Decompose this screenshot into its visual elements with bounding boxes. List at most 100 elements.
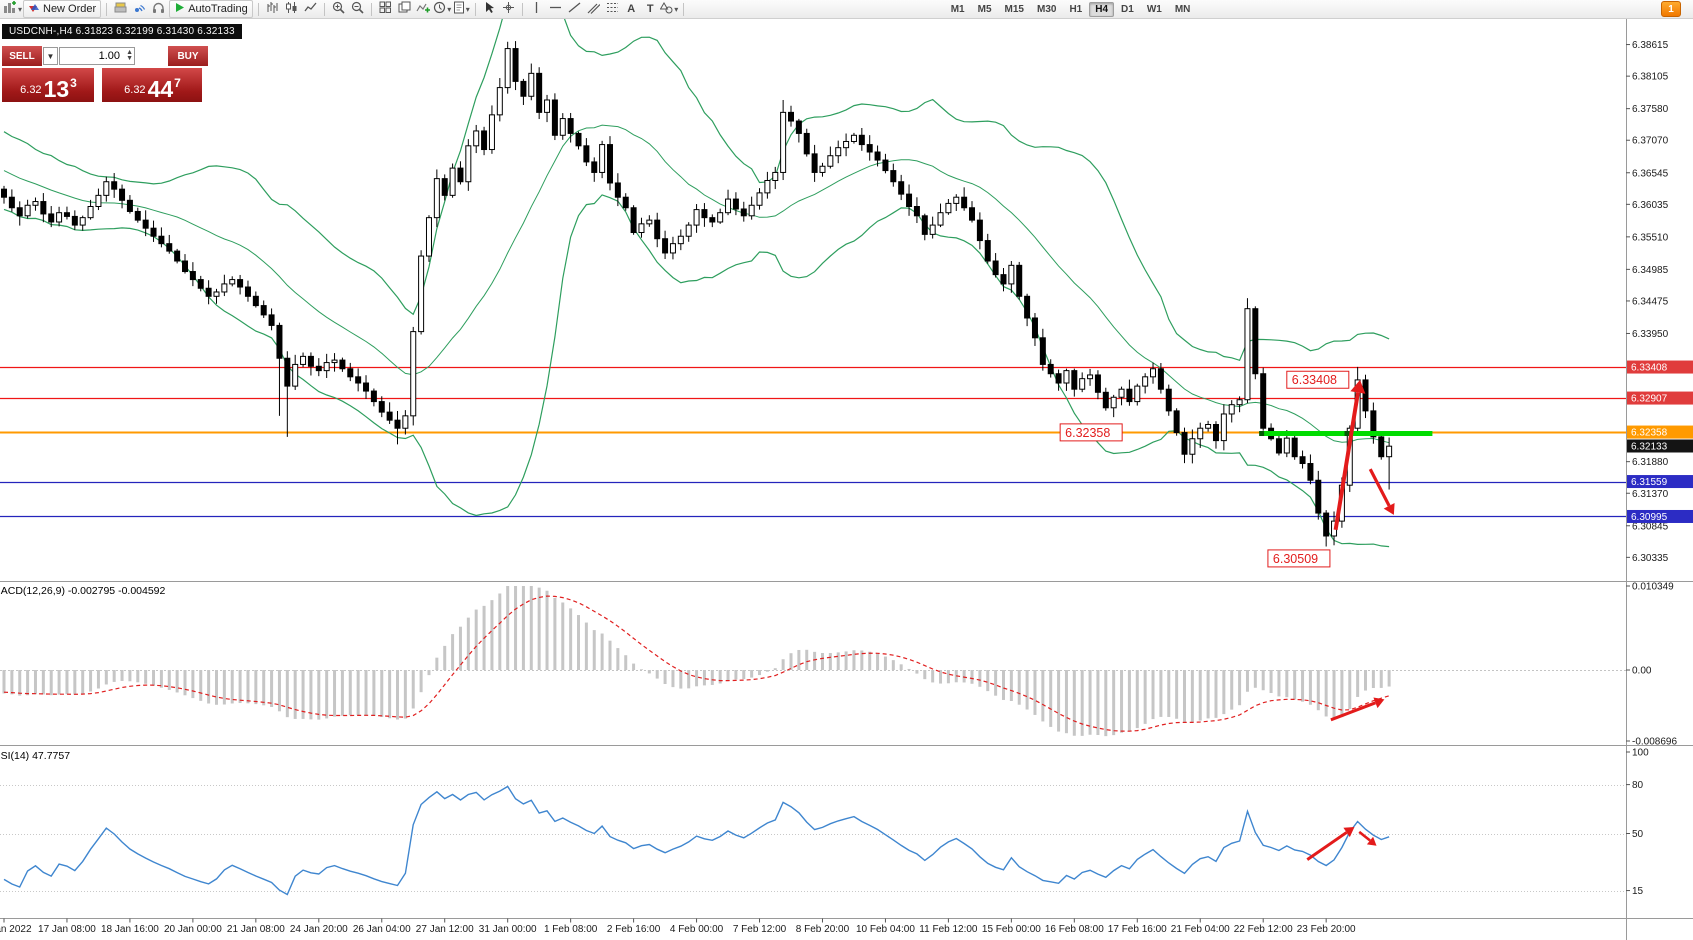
svg-text:6.38105: 6.38105: [1632, 72, 1669, 83]
signals-icon: [133, 2, 146, 17]
buy-button[interactable]: 6.32 44 7: [102, 68, 202, 102]
cascade-windows-button[interactable]: [396, 1, 413, 17]
candlestick-button[interactable]: [283, 1, 300, 17]
signals-button[interactable]: [131, 1, 148, 17]
chart-plus-icon: [3, 1, 17, 17]
new-chart-button[interactable]: ▾: [3, 1, 23, 17]
price-axis[interactable]: 6.38615 6.38105 6.37580 6.37070 6.36545 6.360…: [1626, 40, 1693, 897]
panel-borders: [0, 19, 1693, 940]
timeframe-h1[interactable]: H1: [1069, 3, 1083, 15]
new-order-button[interactable]: New Order: [23, 0, 102, 18]
rsi-indicator-label: RSI(14) 47.7757: [0, 750, 71, 762]
macd-indicator-label: MACD(12,26,9) -0.002795 -0.004592: [0, 585, 166, 597]
chevron-down-icon: ▾: [465, 4, 470, 14]
svg-text:31 Jan 00:00: 31 Jan 00:00: [479, 924, 537, 935]
shapes-icon: [659, 1, 673, 17]
channel-button[interactable]: [585, 1, 602, 17]
svg-text:6.35510: 6.35510: [1632, 232, 1669, 243]
timeframe-h4[interactable]: H4: [1089, 1, 1115, 17]
indicators-button[interactable]: [415, 1, 432, 17]
toolbar-separator: [257, 2, 259, 16]
trendline-button[interactable]: [566, 1, 583, 17]
sell-tab[interactable]: SELL: [2, 46, 42, 66]
cursor-icon: [483, 1, 495, 17]
fibonacci-button[interactable]: [604, 1, 621, 17]
time-axis[interactable]: 14 Jan 2022 17 Jan 08:00 18 Jan 16:00 20 Ja…: [0, 918, 1356, 936]
printer-icon: [114, 2, 127, 17]
svg-text:0.010349: 0.010349: [1632, 582, 1674, 593]
timeframe-mn[interactable]: MN: [1174, 3, 1191, 15]
new-order-label: New Order: [43, 3, 97, 15]
svg-text:15: 15: [1632, 886, 1644, 897]
line-chart-button[interactable]: [302, 1, 319, 17]
timeframe-m5[interactable]: M5: [977, 3, 992, 15]
svg-text:50: 50: [1632, 829, 1644, 840]
svg-text:6.32358: 6.32358: [1631, 428, 1668, 439]
stepper-up-icon[interactable]: ▲: [126, 49, 133, 56]
timeframe-m30[interactable]: M30: [1036, 3, 1057, 15]
cascade-windows-icon: [398, 1, 411, 17]
tile-windows-icon: [379, 1, 392, 17]
candlestick-icon: [285, 1, 298, 17]
vertical-line-button[interactable]: [528, 1, 545, 17]
stepper-down-icon[interactable]: ▼: [126, 55, 133, 62]
timeframe-m15[interactable]: M15: [1004, 3, 1024, 15]
horizontal-line-button[interactable]: [547, 1, 564, 17]
line-chart-icon: [304, 1, 317, 17]
cursor-button[interactable]: [481, 1, 498, 17]
svg-text:6.30995: 6.30995: [1631, 512, 1668, 523]
svg-text:0.00: 0.00: [1632, 666, 1652, 677]
svg-text:7 Feb 12:00: 7 Feb 12:00: [733, 924, 787, 935]
toolbar-spacer: [689, 9, 939, 10]
price-annotations[interactable]: 6.33408 6.32358 6.30509: [1059, 370, 1350, 568]
volume-input[interactable]: 1.00 ▲ ▼: [59, 47, 135, 65]
svg-text:17 Jan 08:00: 17 Jan 08:00: [38, 924, 96, 935]
svg-text:6.34475: 6.34475: [1632, 296, 1669, 307]
label-button[interactable]: T: [642, 1, 659, 17]
chevron-down-icon: ▾: [18, 4, 23, 14]
volume-stepper[interactable]: ▲ ▼: [126, 48, 133, 64]
toolbar-separator: [106, 2, 108, 16]
timeframe-w1[interactable]: W1: [1146, 3, 1162, 15]
timeframe-m1[interactable]: M1: [950, 3, 965, 15]
toolbar-separator: [323, 2, 325, 16]
svg-text:6.33408: 6.33408: [1631, 363, 1668, 374]
buy-tab[interactable]: BUY: [168, 46, 208, 66]
timeframe-group: M1 M5 M15 M30 H1 H4 D1 W1 MN: [945, 1, 1197, 17]
autotrading-button[interactable]: AutoTrading: [169, 0, 253, 18]
svg-text:6.31370: 6.31370: [1632, 489, 1669, 500]
volume-dropdown[interactable]: ▼: [43, 47, 58, 65]
macd-panel: [0, 586, 1626, 737]
rsi-panel: [0, 785, 1626, 896]
bar-chart-button[interactable]: [264, 1, 281, 17]
svg-text:22 Feb 12:00: 22 Feb 12:00: [1234, 924, 1293, 935]
crosshair-button[interactable]: [500, 1, 517, 17]
shapes-button[interactable]: ▾: [659, 1, 678, 17]
svg-text:6.31559: 6.31559: [1631, 477, 1668, 488]
green-trendline[interactable]: [1259, 431, 1433, 436]
print-button[interactable]: [112, 1, 129, 17]
svg-text:11 Feb 12:00: 11 Feb 12:00: [919, 924, 978, 935]
svg-text:-0.008696: -0.008696: [1632, 737, 1677, 748]
ohlc-readout: USDCNH-,H4 6.31823 6.32199 6.31430 6.321…: [2, 24, 242, 39]
toolbar-separator: [474, 2, 476, 16]
text-button[interactable]: A: [623, 1, 640, 17]
zoom-out-icon: [351, 1, 364, 17]
svg-text:18 Jan 16:00: 18 Jan 16:00: [101, 924, 159, 935]
svg-text:10 Feb 04:00: 10 Feb 04:00: [856, 924, 915, 935]
timeframe-d1[interactable]: D1: [1121, 3, 1134, 15]
notifications-badge[interactable]: 1: [1661, 1, 1681, 17]
zoom-in-button[interactable]: [330, 1, 347, 17]
svg-text:23 Feb 20:00: 23 Feb 20:00: [1297, 924, 1356, 935]
svg-text:1 Feb 08:00: 1 Feb 08:00: [544, 924, 598, 935]
zoom-out-button[interactable]: [349, 1, 366, 17]
sell-button[interactable]: 6.32 13 3: [2, 68, 94, 102]
templates-button[interactable]: ▾: [453, 1, 470, 17]
vps-button[interactable]: [150, 1, 167, 17]
volume-value: 1.00: [98, 50, 120, 62]
tile-windows-button[interactable]: [377, 1, 394, 17]
periods-button[interactable]: ▾: [434, 1, 451, 17]
svg-text:15 Feb 00:00: 15 Feb 00:00: [982, 924, 1041, 935]
main-price-panel: 6.33408 6.32358 6.30509: [0, 19, 1626, 568]
price-chart[interactable]: 6.33408 6.32358 6.30509 6.38615 6.38105 6.375…: [0, 19, 1693, 940]
